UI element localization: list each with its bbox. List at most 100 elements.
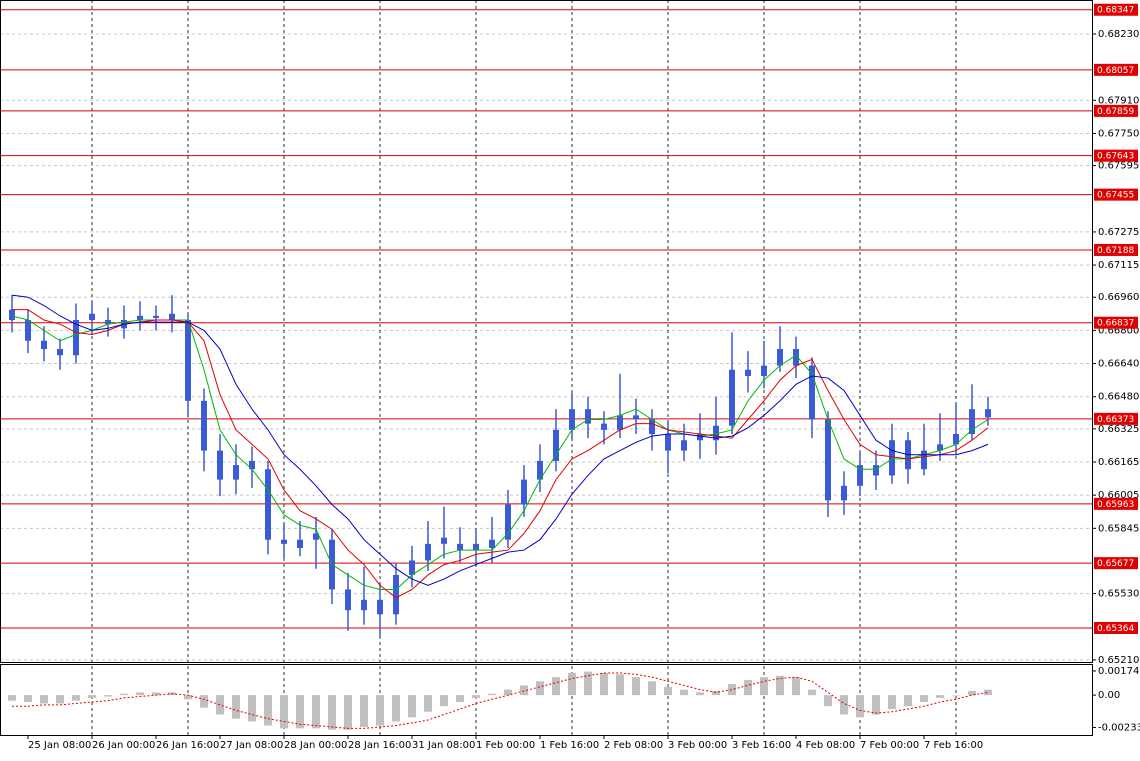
histogram-bar (24, 695, 32, 702)
indicator-tick-label: 0.00 (1098, 690, 1120, 701)
candle-body (841, 486, 847, 501)
histogram-bar (200, 695, 208, 707)
histogram-bar (472, 695, 480, 698)
y-tick-label: 0.68230 (1098, 29, 1139, 40)
x-tick-label: 4 Feb 08:00 (796, 740, 855, 751)
x-tick-label: 7 Feb 00:00 (860, 740, 919, 751)
candle-body (377, 600, 383, 615)
y-tick-label: 0.67275 (1098, 227, 1139, 238)
candle-body (601, 424, 607, 430)
histogram-bar (664, 687, 672, 695)
candle-body (489, 540, 495, 548)
histogram-bar (440, 695, 448, 706)
histogram-bar (536, 681, 544, 695)
candle-body (825, 420, 831, 501)
y-tick-label: 0.67910 (1098, 95, 1139, 106)
histogram-bar (344, 695, 352, 730)
y-tick-label: 0.67595 (1098, 161, 1139, 172)
x-tick-label: 28 Jan 16:00 (348, 740, 411, 751)
histogram-bar (264, 695, 272, 725)
candle-body (169, 314, 175, 320)
candle-body (617, 415, 623, 430)
candle-body (457, 544, 463, 550)
histogram-bar (72, 695, 80, 701)
x-tick-label: 28 Jan 00:00 (284, 740, 347, 751)
indicator-tick-label: 0.001747 (1098, 666, 1140, 677)
candle-body (345, 589, 351, 610)
histogram-bar (328, 695, 336, 730)
level-label: 0.65364 (1097, 624, 1134, 634)
candle-body (185, 320, 191, 401)
indicator-tick-label: -0.002333 (1098, 722, 1140, 733)
level-label: 0.67859 (1097, 107, 1134, 117)
candle-body (681, 440, 687, 450)
x-tick-label: 27 Jan 08:00 (220, 740, 283, 751)
candle-body (697, 434, 703, 440)
histogram-bar (552, 677, 560, 695)
candle-body (633, 415, 639, 419)
candle-body (729, 370, 735, 426)
level-label: 0.68347 (1097, 6, 1134, 16)
candle-body (137, 316, 143, 320)
histogram-bar (872, 695, 880, 714)
histogram-bar (680, 690, 688, 696)
histogram-bar (696, 692, 704, 695)
histogram-bar (920, 695, 928, 702)
histogram-bar (120, 694, 128, 695)
candle-body (441, 538, 447, 544)
candle-body (889, 440, 895, 475)
candle-body (153, 316, 159, 318)
candle-body (521, 480, 527, 505)
x-tick-label: 1 Feb 16:00 (540, 740, 599, 751)
histogram-bar (632, 677, 640, 695)
candle-body (57, 349, 63, 355)
candle-body (393, 575, 399, 614)
candle-body (745, 370, 751, 376)
level-label: 0.68057 (1097, 66, 1134, 76)
histogram-bar (888, 695, 896, 709)
y-tick-label: 0.66325 (1098, 424, 1139, 435)
histogram-bar (280, 695, 288, 728)
candle-body (361, 600, 367, 610)
histogram-bar (936, 695, 944, 698)
candle-body (265, 469, 271, 539)
candle-body (665, 434, 671, 451)
candle-body (297, 540, 303, 548)
x-tick-label: 3 Feb 00:00 (668, 740, 727, 751)
histogram-bar (840, 695, 848, 714)
y-tick-label: 0.65845 (1098, 523, 1139, 534)
x-tick-label: 31 Jan 08:00 (412, 740, 475, 751)
histogram-bar (824, 695, 832, 706)
level-label: 0.65677 (1097, 559, 1134, 569)
histogram-bar (744, 680, 752, 695)
candle-body (89, 314, 95, 320)
y-tick-label: 0.66960 (1098, 292, 1139, 303)
x-tick-label: 25 Jan 08:00 (28, 740, 91, 751)
histogram-bar (56, 695, 64, 703)
candle-body (649, 420, 655, 435)
candle-body (553, 430, 559, 461)
x-tick-label: 3 Feb 16:00 (732, 740, 791, 751)
histogram-bar (136, 692, 144, 695)
x-tick-label: 7 Feb 16:00 (924, 740, 983, 751)
histogram-bar (104, 695, 112, 696)
candle-body (473, 544, 479, 550)
histogram-bar (88, 695, 96, 698)
histogram-bar (424, 695, 432, 712)
histogram-bar (360, 695, 368, 727)
y-tick-label: 0.67115 (1098, 260, 1139, 271)
x-tick-label: 26 Jan 00:00 (92, 740, 155, 751)
candle-body (761, 366, 767, 376)
level-label: 0.65963 (1097, 500, 1134, 510)
candle-body (409, 560, 415, 575)
histogram-bar (488, 694, 496, 695)
histogram-bar (184, 695, 192, 699)
level-label: 0.66837 (1097, 319, 1134, 329)
histogram-bar (792, 677, 800, 695)
histogram-bar (248, 695, 256, 721)
y-tick-label: 0.66640 (1098, 359, 1139, 370)
candle-body (777, 349, 783, 366)
y-tick-label: 0.65530 (1098, 589, 1139, 600)
histogram-bar (600, 673, 608, 695)
